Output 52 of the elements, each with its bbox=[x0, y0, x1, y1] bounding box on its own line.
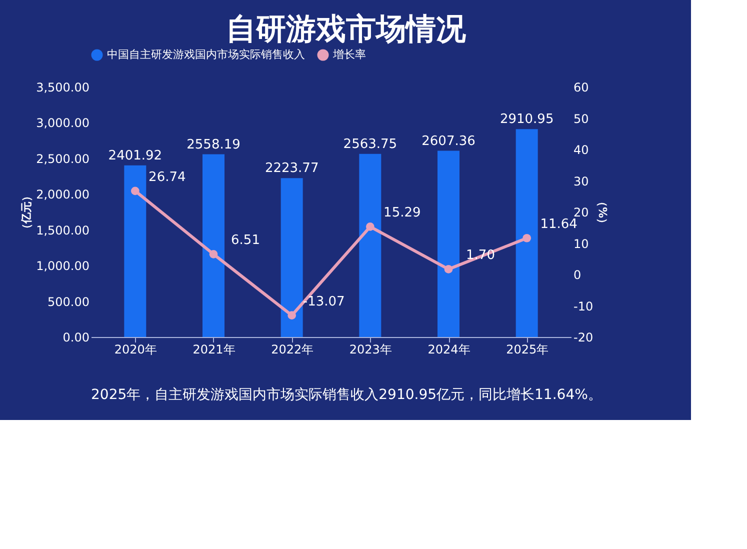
y-axis-title: （亿元） bbox=[20, 190, 34, 234]
y2-tick-label: -10 bbox=[574, 299, 594, 314]
data-label: 2563.75 bbox=[343, 136, 398, 152]
y-tick-label: 3,000.00 bbox=[36, 116, 90, 130]
y2-tick-label: 20 bbox=[574, 206, 589, 220]
x-tick-label: 2020年 bbox=[114, 342, 157, 356]
y2-tick-label: 0 bbox=[574, 268, 582, 282]
point bbox=[130, 186, 140, 196]
y-tick-label: 3,500.00 bbox=[36, 80, 90, 94]
x-tick-label: 2023年 bbox=[349, 342, 392, 356]
data-label: -13.07 bbox=[302, 294, 345, 310]
data-label: 2401.92 bbox=[108, 148, 162, 164]
y2-tick-label: 10 bbox=[574, 236, 589, 251]
text: 2025年，自主研发游戏国内市场实际销售收入2910.95亿元，同比增长11.64%。 bbox=[91, 387, 602, 403]
y2-axis-title: （%） bbox=[596, 196, 610, 230]
y-tick-label: 1,500.00 bbox=[36, 223, 90, 238]
y-tick-label: 0.00 bbox=[62, 330, 90, 344]
y2-tick-label: 30 bbox=[574, 174, 589, 188]
data-label: 2910.95 bbox=[500, 112, 554, 128]
bar bbox=[280, 178, 303, 337]
data-label: 26.74 bbox=[148, 170, 186, 185]
y-tick-label: 2,000.00 bbox=[36, 188, 90, 202]
chart-title: 自研游戏市场情况 bbox=[226, 12, 467, 47]
x-tick-label: 2021年 bbox=[192, 342, 236, 356]
y2-tick-label: -20 bbox=[574, 330, 594, 344]
point bbox=[444, 265, 453, 274]
y-tick-label: 500.00 bbox=[48, 294, 90, 309]
x-tick-label: 2022年 bbox=[271, 342, 314, 356]
data-label: 2558.19 bbox=[186, 137, 240, 152]
data-label: 2607.36 bbox=[422, 134, 476, 149]
bar bbox=[516, 129, 538, 337]
bar bbox=[359, 154, 382, 337]
y-tick-label: 2,500.00 bbox=[36, 152, 90, 166]
legend-label: 增长率 bbox=[332, 48, 366, 61]
bar bbox=[202, 154, 224, 337]
point bbox=[209, 250, 218, 258]
legend-label: 中国自主研发游戏国内市场实际销售收入 bbox=[107, 48, 305, 61]
point bbox=[288, 311, 296, 320]
y2-tick-label: 50 bbox=[574, 112, 589, 126]
x-tick-label: 2025年 bbox=[506, 342, 549, 356]
y2-tick-label: 60 bbox=[574, 80, 589, 94]
data-label: 2223.77 bbox=[264, 161, 319, 176]
point bbox=[366, 222, 374, 231]
point bbox=[522, 234, 532, 242]
y-tick-label: 1,000.00 bbox=[36, 259, 90, 274]
bar bbox=[124, 165, 146, 337]
data-label: 15.29 bbox=[384, 206, 421, 221]
x-tick-label: 2024年 bbox=[428, 342, 470, 356]
y2-tick-label: 40 bbox=[574, 143, 589, 157]
bar bbox=[438, 150, 460, 337]
data-label: 6.51 bbox=[231, 233, 260, 248]
data-label: 11.64 bbox=[540, 217, 578, 232]
